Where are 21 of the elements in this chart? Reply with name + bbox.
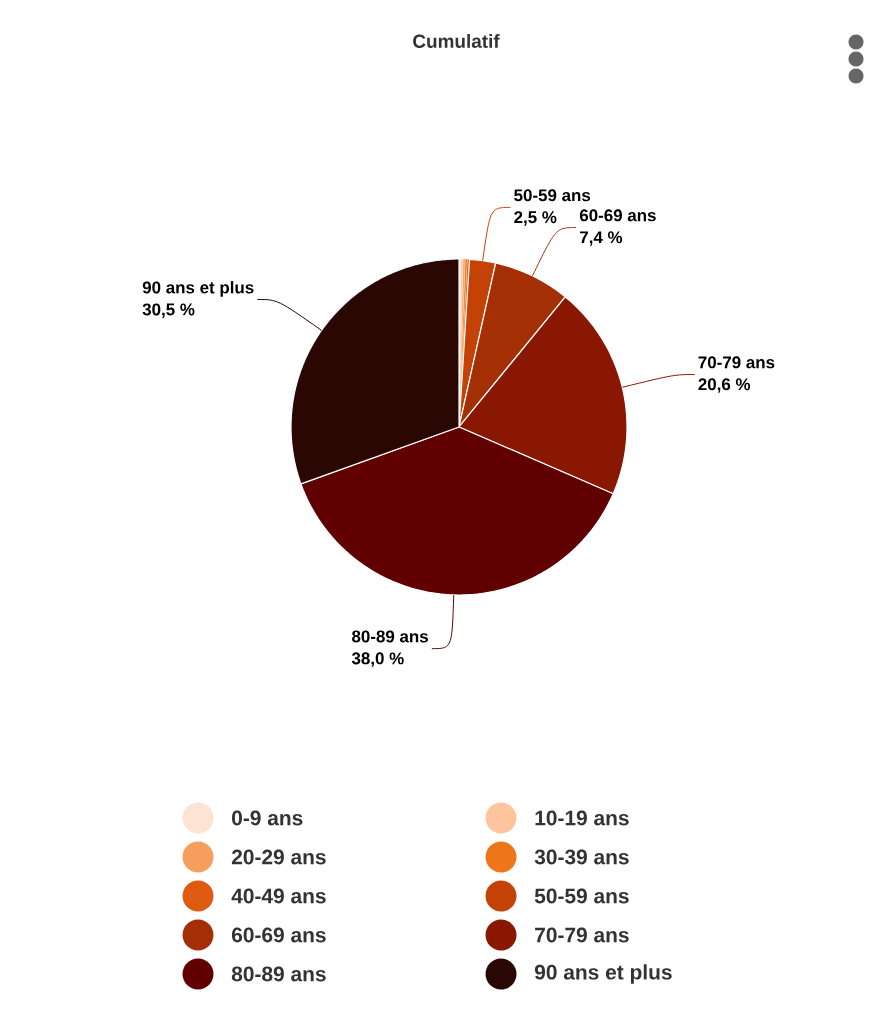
- legend-label: 0-9 ans: [232, 810, 303, 826]
- data-label: 30,5 %: [142, 303, 195, 318]
- data-label: 2,5 %: [514, 211, 557, 226]
- data-label: 20,6 %: [698, 378, 751, 393]
- slice-label: 60-69 ans: [579, 209, 656, 222]
- chart-title: Cumulatif: [413, 34, 500, 48]
- slice-label: 90 ans et plus: [142, 281, 254, 297]
- legend-label: 80-89 ans: [231, 966, 326, 982]
- slice-label: 70-79 ans: [698, 356, 775, 369]
- legend-label: 30-39 ans: [534, 849, 629, 865]
- slice-label: 50-59 ans: [514, 189, 591, 202]
- legend-label: 70-79 ans: [535, 927, 629, 943]
- legend-label: 10-19 ans: [535, 810, 629, 826]
- data-label: 38,0 %: [351, 652, 404, 667]
- data-label: 7,4 %: [580, 231, 623, 246]
- legend-label: 40-49 ans: [231, 888, 326, 904]
- legend-label: 60-69 ans: [231, 927, 326, 943]
- legend-label: 20-29 ans: [231, 849, 326, 865]
- slice-label: 80-89 ans: [352, 630, 428, 643]
- legend-label: 50-59 ans: [534, 888, 629, 904]
- legend-label: 90 ans et plus: [534, 964, 672, 984]
